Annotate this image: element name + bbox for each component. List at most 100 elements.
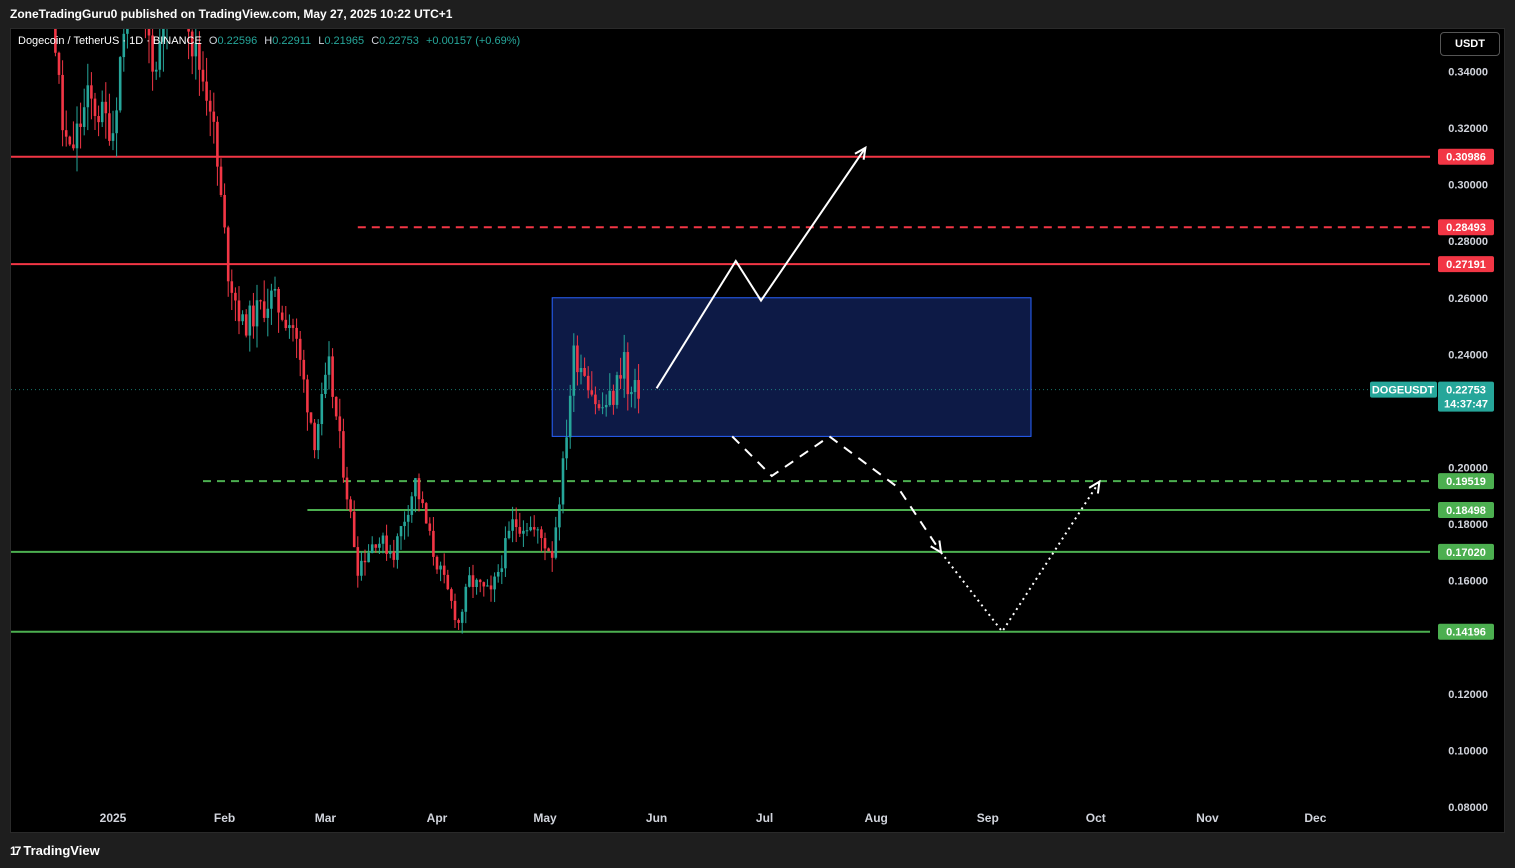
candle-body [604, 404, 608, 408]
candle-body [302, 359, 306, 380]
candle-body [57, 52, 61, 75]
tradingview-logo-icon: 17 [10, 843, 21, 858]
candle-body [518, 527, 522, 534]
x-tick-label: Nov [1196, 811, 1219, 825]
top-bar [0, 0, 1515, 28]
level-price-tag [1438, 219, 1494, 236]
candle-body [532, 527, 536, 530]
candle-body [259, 300, 262, 302]
close-label: C [371, 35, 380, 47]
bottom-bar [0, 833, 1515, 868]
candle-body [51, 0, 54, 3]
close-value: 0.22753 [379, 35, 419, 47]
candle-body [511, 519, 514, 531]
candle-body [201, 69, 205, 82]
candle-body [475, 579, 478, 587]
y-tick-label: 0.18000 [1448, 519, 1488, 531]
candle-body [615, 375, 619, 405]
symbol-tag-text: DOGEUSDT [1372, 385, 1435, 397]
candle-body [262, 301, 266, 318]
open-value: 0.22596 [217, 35, 258, 47]
y-tick-label: 0.24000 [1448, 349, 1488, 361]
candle-body [633, 380, 637, 393]
level-price-tag-text: 0.17020 [1446, 547, 1486, 559]
candle-body [226, 227, 230, 282]
candle-body [482, 582, 486, 587]
candle-body [396, 536, 399, 560]
candle-body [550, 551, 554, 558]
y-tick-label: 0.20000 [1448, 463, 1488, 475]
x-tick-label: Dec [1304, 811, 1326, 825]
candle-body [75, 123, 79, 149]
candle-body [93, 98, 97, 117]
level-price-tag [1438, 502, 1494, 519]
candle-body [399, 526, 403, 537]
candle-body [216, 121, 219, 167]
x-tick-label: May [533, 811, 557, 825]
candle-body [554, 527, 558, 558]
candle-body [54, 29, 57, 53]
candle-body [590, 390, 594, 395]
candle-body [68, 136, 72, 145]
candle-body [597, 404, 601, 409]
candle-body [414, 478, 417, 497]
candle-body [205, 81, 208, 101]
candle-body [601, 407, 604, 409]
change-value: +0.00157 (+0.69%) [425, 35, 521, 47]
level-price-tag-text: 0.18498 [1446, 505, 1486, 517]
candle-body [471, 575, 475, 587]
candle-body [424, 503, 428, 524]
candle-body [450, 589, 453, 601]
candle-body [392, 551, 396, 560]
symbol-title[interactable]: Dogecoin / TetherUS · 1D · BINANCE [18, 35, 202, 47]
candle-body [504, 538, 507, 569]
candle-body [626, 352, 630, 395]
y-tick-label: 0.12000 [1448, 689, 1488, 701]
high-label: H [264, 35, 273, 47]
currency-button[interactable]: USDT [1440, 32, 1500, 56]
candle-body [608, 390, 612, 405]
level-price-tag [1438, 623, 1494, 640]
candle-body [151, 35, 154, 72]
high-value: 0.22911 [272, 35, 312, 47]
level-price-tag [1438, 543, 1494, 560]
candle-body [579, 367, 583, 373]
candle-body [630, 392, 633, 395]
candle-body [507, 530, 511, 539]
candle-body [514, 519, 518, 528]
tradingview-brand[interactable]: 17 TradingView [10, 843, 100, 858]
candle-body [370, 544, 374, 554]
candle-body [381, 535, 385, 544]
candle-body [97, 116, 100, 123]
plot-area [11, 0, 1430, 634]
candle-body [453, 600, 457, 621]
y-tick-label: 0.10000 [1448, 745, 1488, 757]
y-tick-label: 0.32000 [1448, 123, 1488, 135]
candle-body [61, 74, 64, 131]
candle-body [190, 31, 194, 57]
candle-body [270, 290, 273, 309]
candle-body [208, 100, 212, 112]
candle-body [349, 499, 352, 512]
level-price-tag [1438, 148, 1494, 165]
candle-body [298, 338, 302, 360]
projection-arrow-head [1088, 479, 1101, 494]
candle-body [428, 523, 432, 531]
candle-body [166, 0, 169, 22]
candle-body [230, 281, 234, 293]
projection-path-dotted [940, 481, 1101, 634]
candle-body [64, 130, 68, 137]
y-tick-label: 0.08000 [1448, 802, 1488, 814]
candle-body [536, 529, 540, 531]
candle-body [558, 504, 561, 528]
level-price-tag [1438, 473, 1494, 490]
candle-body [144, 0, 147, 17]
symbol-legend[interactable]: Dogecoin / TetherUS · 1D · BINANCE O0.22… [18, 35, 520, 47]
x-tick-label: Sep [977, 811, 999, 825]
candle-body [522, 530, 525, 534]
candle-body [388, 551, 392, 554]
candle-body [561, 458, 565, 505]
candle-body [363, 560, 367, 563]
candle-body [79, 123, 82, 127]
